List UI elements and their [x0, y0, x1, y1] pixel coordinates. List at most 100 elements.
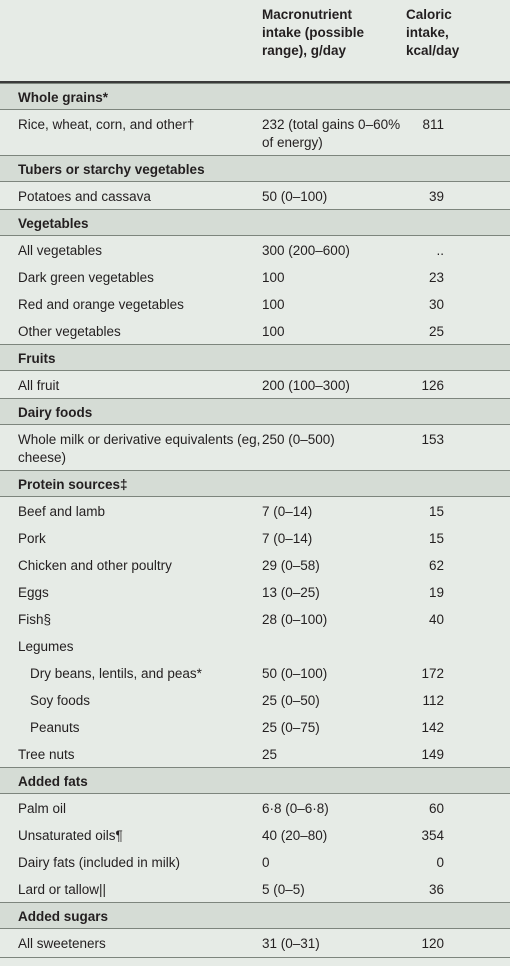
section-label: Tubers or starchy vegetables — [18, 162, 205, 177]
row-kcal: 15 — [428, 504, 444, 519]
section-header: Added fats — [0, 767, 510, 794]
table-row: Dry beans, lentils, and peas* 50 (0–100) 1… — [0, 659, 510, 686]
row-label: Beef and lamb — [18, 504, 106, 519]
row-macronutrient: 25 (0–75) — [262, 720, 320, 735]
row-kcal: 0 — [436, 855, 444, 870]
section-label: Added fats — [18, 774, 88, 789]
row-kcal: 39 — [428, 189, 444, 204]
section-label: Whole grains* — [18, 90, 109, 105]
row-kcal: 60 — [428, 801, 444, 816]
row-kcal: 120 — [421, 936, 444, 951]
section-label: Vegetables — [18, 216, 89, 231]
table-row: Whole milk or derivative equivalents (eg… — [0, 425, 510, 470]
table-row: Soy foods 25 (0–50) 112 — [0, 686, 510, 713]
row-kcal: 25 — [428, 324, 444, 339]
table-header: Macronutrient intake (possible range), g… — [0, 0, 510, 83]
table-row: Peanuts 25 (0–75) 142 — [0, 713, 510, 740]
row-label: All sweeteners — [18, 936, 106, 951]
table-row: Rice, wheat, corn, and other† 232 (total … — [0, 110, 510, 155]
table-row: Lard or tallow|| 5 (0–5) 36 — [0, 875, 510, 902]
row-kcal: 153 — [421, 432, 444, 447]
row-kcal: 15 — [428, 531, 444, 546]
row-macronutrient: 232 (total gains 0–60% of energy) — [262, 117, 401, 150]
row-label: Lard or tallow|| — [18, 882, 107, 897]
row-kcal: 40 — [428, 612, 444, 627]
row-macronutrient: 40 (20–80) — [262, 828, 328, 843]
row-macronutrient: 0 — [262, 855, 270, 870]
row-macronutrient: 300 (200–600) — [262, 243, 350, 258]
table-row: Dark green vegetables 100 23 — [0, 263, 510, 290]
row-macronutrient: 100 — [262, 324, 285, 339]
row-label: Unsaturated oils¶ — [18, 828, 123, 843]
table-row: Chicken and other poultry 29 (0–58) 62 — [0, 551, 510, 578]
row-kcal: 149 — [421, 747, 444, 762]
row-macronutrient: 7 (0–14) — [262, 531, 313, 546]
table-row: All sweeteners 31 (0–31) 120 — [0, 929, 510, 956]
row-macronutrient: 100 — [262, 270, 285, 285]
row-macronutrient: 25 (0–50) — [262, 693, 320, 708]
row-macronutrient: 28 (0–100) — [262, 612, 328, 627]
section-header: Protein sources‡ — [0, 470, 510, 497]
table-row: Palm oil 6·8 (0–6·8) 60 — [0, 794, 510, 821]
row-label: Dairy fats (included in milk) — [18, 855, 181, 870]
row-macronutrient: 25 — [262, 747, 278, 762]
row-macronutrient: 6·8 (0–6·8) — [262, 801, 329, 816]
section-header: Fruits — [0, 344, 510, 371]
table-row: All vegetables 300 (200–600).. — [0, 236, 510, 263]
row-macronutrient: 50 (0–100) — [262, 666, 328, 681]
row-kcal: 62 — [428, 558, 444, 573]
row-label: Red and orange vegetables — [18, 297, 184, 312]
section-label: Protein sources‡ — [18, 477, 128, 492]
row-kcal: 811 — [422, 117, 444, 132]
row-label: All vegetables — [18, 243, 103, 258]
row-kcal: 126 — [421, 378, 444, 393]
row-kcal: 142 — [421, 720, 444, 735]
row-kcal: 172 — [421, 666, 444, 681]
table-row: Tree nuts 25 149 — [0, 740, 510, 767]
table-row: Beef and lamb 7 (0–14) 15 — [0, 497, 510, 524]
row-label: Whole milk or derivative equivalents (eg… — [18, 432, 261, 465]
row-label: Pork — [18, 531, 46, 546]
row-label: All fruit — [18, 378, 60, 393]
row-label: Legumes — [18, 639, 74, 654]
table-row: Unsaturated oils¶ 40 (20–80) 354 — [0, 821, 510, 848]
row-kcal: 30 — [428, 297, 444, 312]
row-label: Dark green vegetables — [18, 270, 154, 285]
table-bottom-rule — [0, 957, 510, 958]
row-macronutrient: 200 (100–300) — [262, 378, 350, 393]
table-row: Potatoes and cassava 50 (0–100) 39 — [0, 182, 510, 209]
table-row: Dairy fats (included in milk) 0 0 — [0, 848, 510, 875]
section-label: Dairy foods — [18, 405, 93, 420]
section-header: Vegetables — [0, 209, 510, 236]
row-macronutrient: 250 (0–500) — [262, 432, 335, 447]
row-kcal: .. — [436, 243, 444, 258]
row-kcal: 354 — [421, 828, 444, 843]
row-macronutrient: 29 (0–58) — [262, 558, 320, 573]
table-row: Legumes — [0, 632, 510, 659]
row-label: Dry beans, lentils, and peas* — [30, 666, 202, 681]
row-label: Potatoes and cassava — [18, 189, 151, 204]
table-body: Whole grains* Rice, wheat, corn, and othe… — [0, 83, 510, 956]
section-header: Dairy foods — [0, 398, 510, 425]
row-macronutrient: 50 (0–100) — [262, 189, 328, 204]
row-kcal: 36 — [428, 882, 444, 897]
row-label: Rice, wheat, corn, and other† — [18, 117, 195, 132]
section-header: Added sugars — [0, 902, 510, 929]
section-label: Added sugars — [18, 909, 109, 924]
row-label: Eggs — [18, 585, 49, 600]
section-label: Fruits — [18, 351, 56, 366]
row-macronutrient: 100 — [262, 297, 285, 312]
row-macronutrient: 5 (0–5) — [262, 882, 305, 897]
row-label: Chicken and other poultry — [18, 558, 172, 573]
table-row: Red and orange vegetables 100 30 — [0, 290, 510, 317]
row-label: Peanuts — [30, 720, 80, 735]
row-label: Other vegetables — [18, 324, 121, 339]
row-macronutrient: 13 (0–25) — [262, 585, 320, 600]
row-label: Soy foods — [30, 693, 91, 708]
table-row: Fish§ 28 (0–100) 40 — [0, 605, 510, 632]
row-macronutrient: 31 (0–31) — [262, 936, 320, 951]
row-label: Palm oil — [18, 801, 67, 816]
table-row: Other vegetables 100 25 — [0, 317, 510, 344]
section-header: Whole grains* — [0, 83, 510, 110]
